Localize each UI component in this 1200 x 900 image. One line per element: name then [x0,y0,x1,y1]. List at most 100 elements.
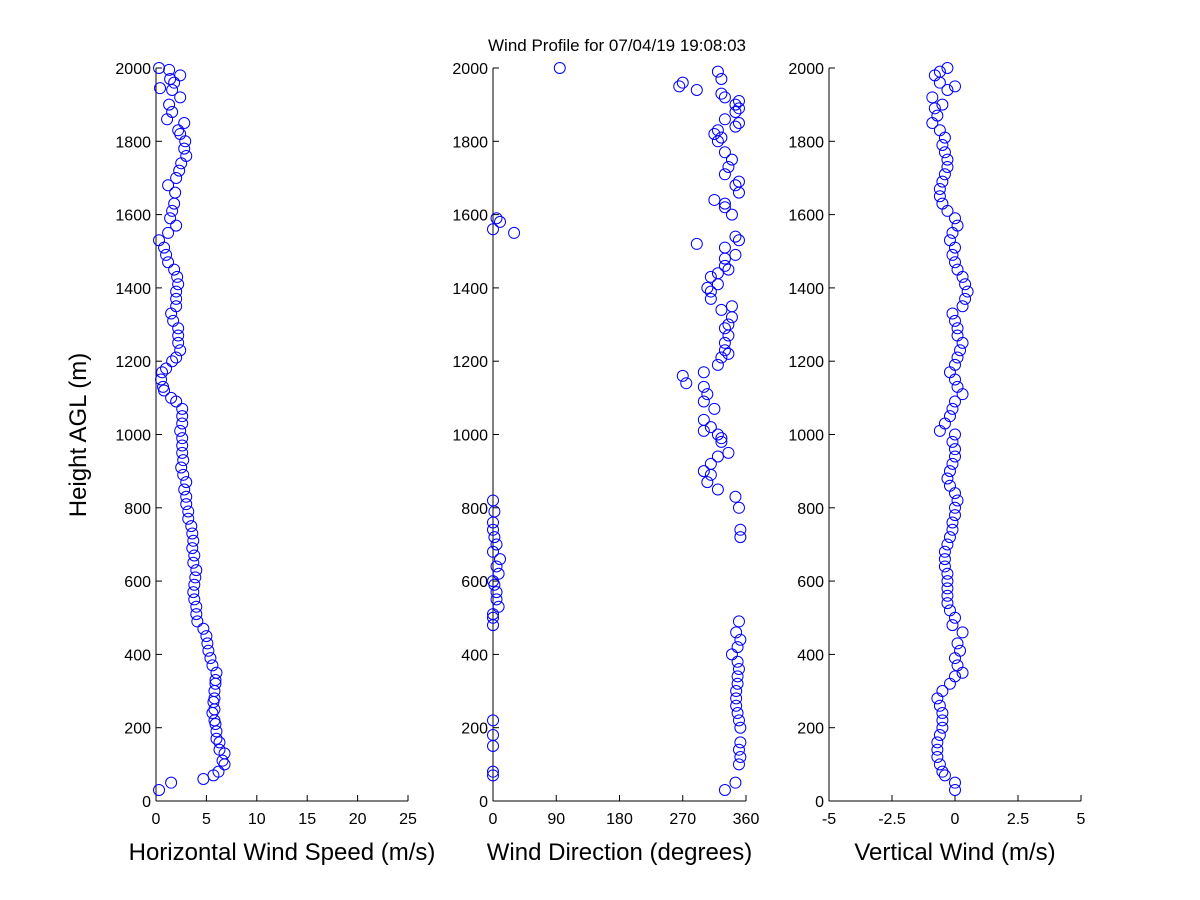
x-tick-label-vertical: 2.5 [1007,811,1029,828]
data-point-direction [718,197,731,210]
data-point-vertical [941,575,954,588]
data-point-vertical [933,699,946,712]
data-point-direction [490,212,503,225]
data-point-speed [170,219,183,232]
data-point-vertical [951,351,964,364]
data-point-speed [204,652,217,665]
data-point-direction [711,124,724,137]
data-point-vertical [936,714,949,727]
data-point-speed [168,76,181,89]
data-point-direction [697,413,710,426]
data-point-direction [730,692,743,705]
data-point-direction [697,465,710,478]
data-point-speed [167,314,180,327]
data-point-vertical [951,659,964,672]
data-point-speed [161,113,174,126]
data-point-vertical [954,644,967,657]
data-point-direction [715,303,728,316]
data-point-vertical [943,465,956,478]
data-point-direction [673,80,686,93]
y-tick-label-vertical: 1400 [788,281,824,298]
data-point-speed [176,432,189,445]
data-point-direction [732,615,745,628]
data-point-vertical [949,501,961,514]
data-point-direction [490,538,503,551]
data-point-speed [162,256,175,269]
data-point-speed [171,270,184,283]
data-point-direction [732,186,745,199]
data-point-direction [715,432,728,445]
data-point-direction [711,358,724,371]
data-point-direction [729,98,742,111]
data-point-direction [715,131,728,144]
y-tick-label-vertical: 2000 [788,61,824,78]
data-point-direction [708,127,721,140]
data-point-direction [701,281,714,294]
data-point-speed [172,124,185,137]
data-point-direction [732,94,745,107]
x-tick-label-vertical: -5 [822,811,836,828]
y-tick-label-vertical: 1200 [788,354,824,371]
data-point-vertical [949,314,961,327]
data-point-vertical [936,197,949,210]
data-point-direction [487,714,499,727]
data-point-speed [174,69,187,82]
data-point-direction [704,457,717,470]
data-point-vertical [926,116,939,129]
data-point-vertical [928,102,941,115]
data-point-speed [160,248,173,261]
data-point-vertical [936,138,949,151]
data-point-vertical [941,597,954,610]
data-point-direction [722,160,735,173]
data-point-direction [701,388,714,401]
y-tick-label-speed: 200 [124,721,151,738]
data-point-speed [188,578,201,591]
x-tick-label-direction: 360 [733,811,760,828]
data-point-vertical [951,219,964,232]
data-point-vertical [956,336,969,349]
data-point-speed [153,234,166,247]
data-point-vertical [949,611,961,624]
data-point-speed [172,329,185,342]
data-point-vertical [941,153,954,166]
data-point-vertical [936,721,949,734]
data-point-speed [180,476,193,489]
data-point-direction [718,146,731,159]
data-point-speed [158,241,171,254]
data-point-speed [190,564,203,577]
data-point-speed [208,714,221,727]
data-point-speed [165,307,178,320]
data-point-speed [170,351,183,364]
data-point-direction [715,87,728,100]
x-axis-title-speed: Horizontal Wind Speed (m/s) [129,839,436,866]
y-tick-label-speed: 1400 [115,281,151,298]
data-point-vertical [946,516,959,529]
data-point-speed [174,424,187,437]
data-point-direction [718,344,731,357]
data-point-vertical [938,769,951,782]
data-point-direction [732,102,745,115]
data-point-speed [174,91,187,104]
data-point-vertical [949,776,961,789]
data-point-speed [170,292,183,305]
data-point-speed [157,380,170,393]
data-point-vertical [941,62,954,74]
data-point-vertical [949,256,961,269]
data-point-speed [160,362,173,375]
data-point-direction [734,531,747,544]
data-point-direction [715,72,728,85]
data-point-vertical [961,285,974,298]
data-point-direction [734,633,747,646]
data-point-direction [734,721,747,734]
data-point-speed [173,164,186,177]
data-point-vertical [946,435,959,448]
data-point-vertical [933,729,946,742]
data-point-direction [487,611,499,624]
y-tick-label-speed: 1000 [115,428,151,445]
data-point-direction [722,263,735,276]
x-tick-label-speed: 10 [248,811,266,828]
data-point-vertical [946,523,959,536]
data-point-speed [209,718,222,731]
data-point-vertical [936,98,949,111]
data-point-speed [176,439,189,452]
